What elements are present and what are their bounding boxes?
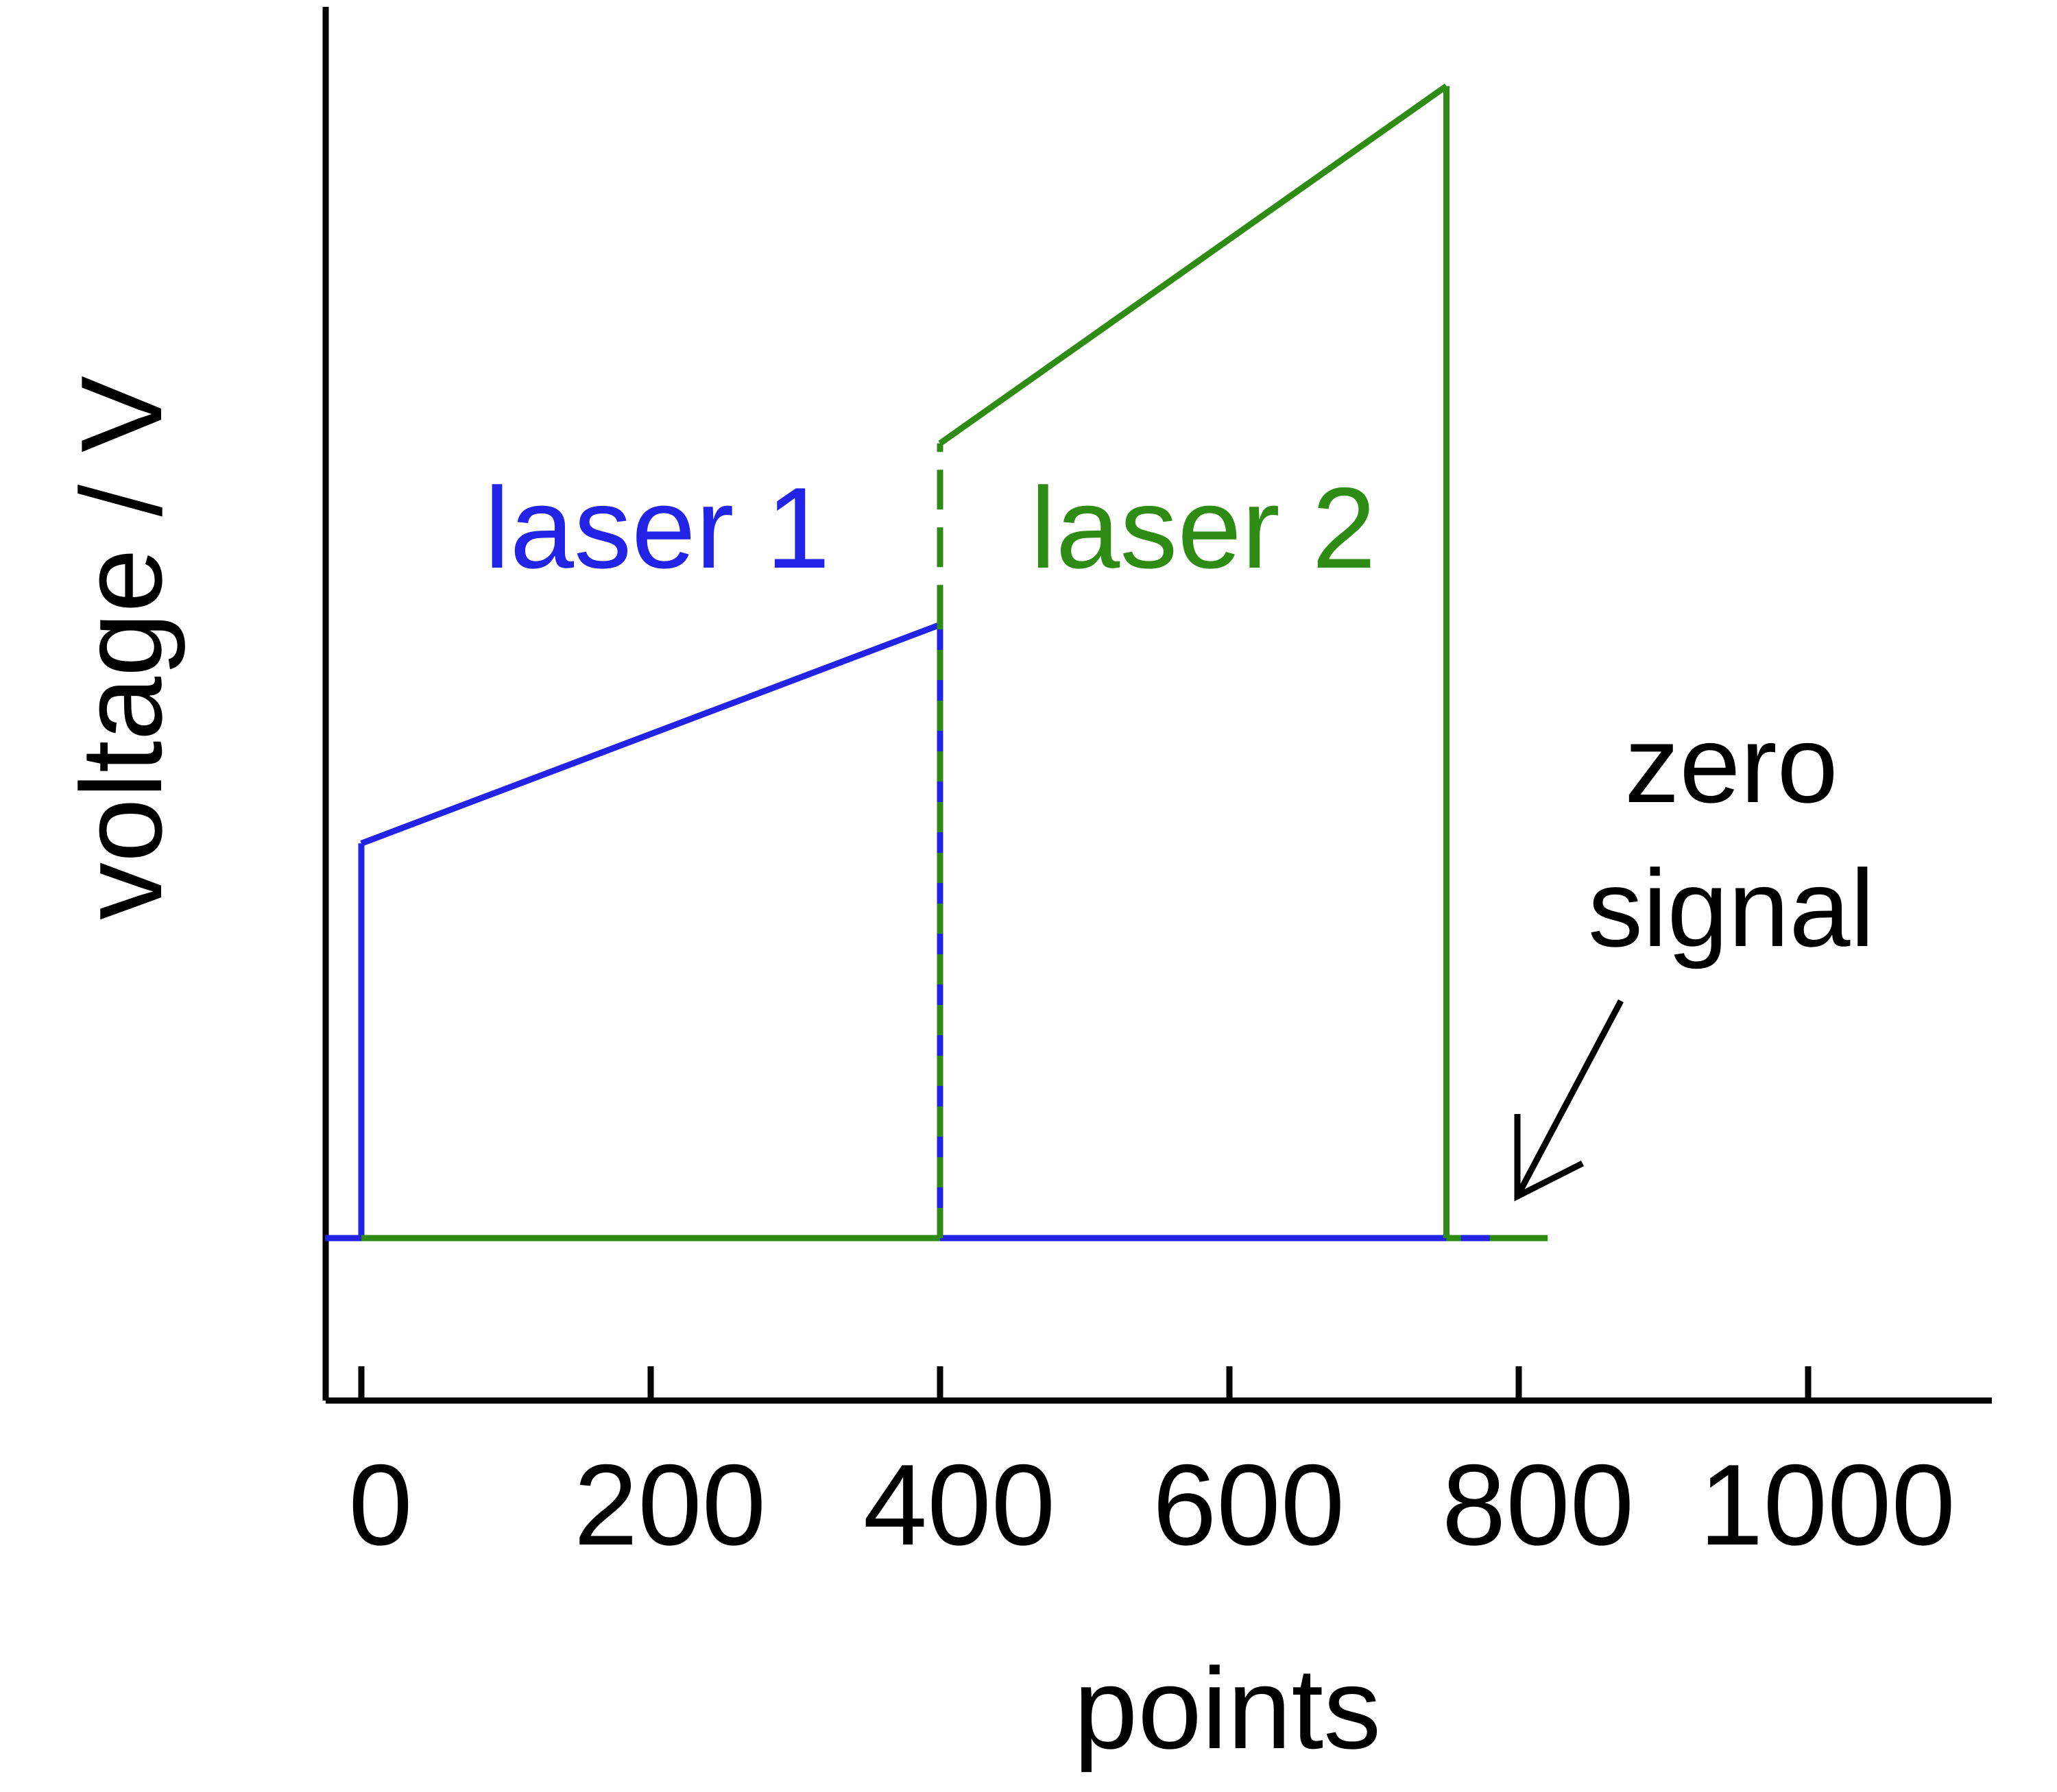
laser2-ramp-line — [938, 83, 1449, 446]
laser2-label: laser 2 — [1031, 463, 1376, 592]
zero-signal-arrow-head — [1514, 1114, 1585, 1202]
text-group: 0 200 400 600 800 1000 points voltage / V laser … — [57, 376, 1956, 1773]
x-tick-label: 0 — [348, 1440, 412, 1569]
x-tick-label: 600 — [1153, 1440, 1345, 1569]
x-tick-label: 200 — [574, 1440, 766, 1569]
zero-signal-arrow-shaft — [1515, 999, 1624, 1198]
series-group — [325, 83, 1548, 1242]
x-tick-label: 400 — [863, 1440, 1055, 1569]
y-axis-label: voltage / V — [57, 376, 186, 920]
axes-group — [322, 7, 1992, 1404]
zero-signal-label-line1: zero — [1624, 703, 1838, 825]
laser1-ramp-line — [360, 622, 941, 847]
x-tick-label: 1000 — [1699, 1440, 1956, 1569]
x-axis-label: points — [1074, 1644, 1381, 1773]
x-tick-label: 800 — [1442, 1440, 1634, 1569]
laser1-label: laser 1 — [484, 463, 830, 592]
zero-signal-label-line2: signal — [1588, 847, 1875, 969]
